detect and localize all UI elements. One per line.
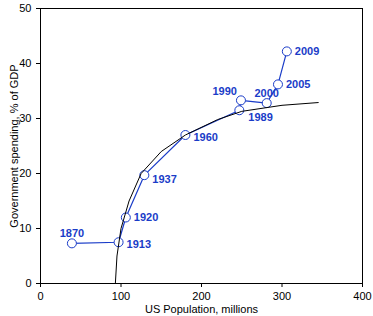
- svg-text:Government spending, % of GDP: Government spending, % of GDP: [8, 64, 20, 227]
- svg-text:10: 10: [19, 222, 31, 234]
- svg-text:0: 0: [25, 277, 31, 289]
- svg-text:1990: 1990: [212, 85, 236, 97]
- svg-text:20: 20: [19, 167, 31, 179]
- svg-text:1989: 1989: [248, 111, 272, 123]
- svg-text:2000: 2000: [254, 87, 278, 99]
- svg-text:50: 50: [19, 2, 31, 14]
- svg-text:1913: 1913: [127, 238, 151, 250]
- svg-text:40: 40: [19, 57, 31, 69]
- svg-text:1960: 1960: [193, 131, 217, 143]
- svg-text:1937: 1937: [152, 173, 176, 185]
- svg-text:2005: 2005: [286, 78, 310, 90]
- svg-text:1870: 1870: [60, 227, 84, 239]
- svg-text:400: 400: [353, 290, 371, 302]
- svg-text:0: 0: [37, 290, 43, 302]
- svg-text:US Population, millions: US Population, millions: [145, 303, 259, 315]
- svg-text:100: 100: [112, 290, 130, 302]
- svg-text:300: 300: [273, 290, 291, 302]
- svg-text:2009: 2009: [295, 45, 319, 57]
- svg-text:200: 200: [192, 290, 210, 302]
- svg-text:1920: 1920: [134, 211, 158, 223]
- svg-text:30: 30: [19, 112, 31, 124]
